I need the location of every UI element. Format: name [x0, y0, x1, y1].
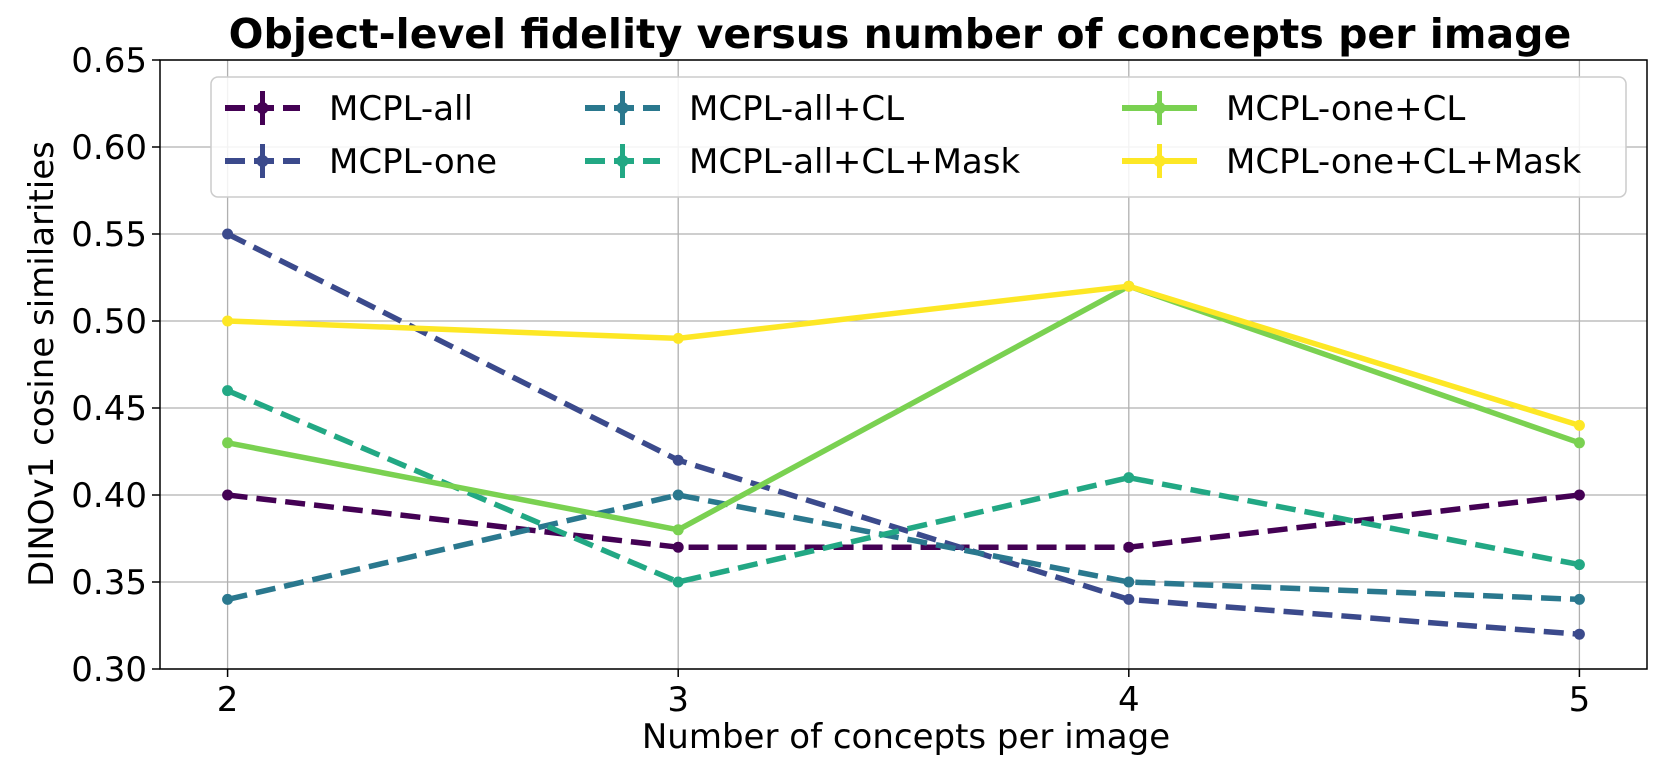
data-point-mcpl-all-cl — [222, 593, 234, 605]
axis-ticks: 0.30 0.35 0.40 0.45 0.50 0.55 0.60 0.65 2 3 4 5 — [71, 41, 1590, 720]
data-point-mcpl-one-cl-mask — [1123, 280, 1135, 292]
legend-item-mcpl-all-cl-mask: MCPL-all+CL+Mask — [585, 142, 1020, 182]
series-mcpl-all — [222, 489, 1585, 553]
legend-label-mcpl-one-cl: MCPL-one+CL — [1226, 89, 1465, 129]
legend-marker-mcpl-one-cl-mask — [1153, 155, 1166, 167]
data-point-mcpl-one — [1123, 593, 1135, 605]
legend-item-mcpl-one: MCPL-one — [225, 142, 497, 182]
x-tick-label: 5 — [1569, 680, 1591, 720]
data-point-mcpl-all-cl-mask — [222, 385, 234, 397]
series-line-mcpl-one-cl — [227, 283, 1581, 533]
data-point-mcpl-one-cl — [222, 437, 234, 449]
chart-title: Object-level fidelity versus number of c… — [229, 10, 1572, 58]
series-line-mcpl-all — [227, 492, 1580, 550]
series-mcpl-all-cl — [222, 489, 1585, 605]
series-mcpl-one-cl-mask — [222, 280, 1585, 431]
legend-box — [210, 76, 1627, 198]
data-point-mcpl-all-cl — [672, 489, 684, 501]
data-point-mcpl-one — [222, 228, 234, 240]
x-tick-label: 2 — [217, 680, 239, 720]
y-tick-label: 0.60 — [71, 128, 147, 168]
data-point-mcpl-all-cl-mask — [1123, 472, 1135, 484]
legend-marker-mcpl-all-cl-mask — [616, 155, 629, 167]
y-tick-label: 0.30 — [71, 650, 147, 690]
y-tick-label: 0.40 — [71, 476, 147, 516]
series-line-mcpl-one-cl-mask — [227, 283, 1581, 429]
x-tick-label: 4 — [1118, 680, 1140, 720]
data-point-mcpl-one-cl-mask — [1573, 419, 1585, 431]
x-axis-label: Number of concepts per image — [642, 717, 1170, 757]
legend-label-mcpl-all-cl-mask: MCPL-all+CL+Mask — [689, 142, 1020, 182]
data-point-mcpl-all-cl — [1573, 593, 1585, 605]
data-point-mcpl-one-cl — [1573, 437, 1585, 449]
data-point-mcpl-one — [672, 454, 684, 466]
legend-label-mcpl-all: MCPL-all — [329, 89, 473, 129]
series-mcpl-one — [222, 228, 1585, 640]
data-point-mcpl-all — [1123, 541, 1135, 553]
y-axis-label: DINOv1 cosine similarities — [22, 141, 62, 587]
series-mcpl-all-cl-mask — [222, 385, 1585, 588]
legend-marker-mcpl-one — [256, 155, 269, 167]
legend-item-mcpl-one-cl: MCPL-one+CL — [1122, 89, 1465, 129]
legend-label-mcpl-one: MCPL-one — [329, 142, 497, 182]
data-point-mcpl-one-cl — [672, 524, 684, 536]
data-point-mcpl-all-cl-mask — [672, 576, 684, 588]
legend-marker-mcpl-one-cl — [1153, 102, 1166, 114]
series-line-mcpl-one — [226, 231, 1580, 637]
y-tick-label: 0.55 — [71, 215, 147, 255]
data-point-mcpl-all — [222, 489, 234, 501]
y-tick-label: 0.50 — [71, 302, 147, 342]
data-point-mcpl-all-cl-mask — [1573, 559, 1585, 571]
data-point-mcpl-all — [672, 541, 684, 553]
data-point-mcpl-one — [1573, 628, 1585, 640]
x-tick-label: 3 — [667, 680, 689, 720]
y-tick-label: 0.35 — [71, 563, 147, 603]
legend-marker-mcpl-all — [256, 102, 269, 114]
data-point-mcpl-all — [1573, 489, 1585, 501]
series-lines — [222, 228, 1585, 640]
legend: MCPL-all MCPL-one MCPL-all+CL MCPL-all+CL+M… — [210, 76, 1627, 198]
legend-item-mcpl-all: MCPL-all — [225, 89, 473, 129]
legend-label-mcpl-one-cl-mask: MCPL-one+CL+Mask — [1226, 142, 1582, 182]
legend-marker-mcpl-all-cl — [616, 102, 629, 114]
data-point-mcpl-all-cl — [1123, 576, 1135, 588]
legend-item-mcpl-all-cl: MCPL-all+CL — [585, 89, 904, 129]
y-tick-label: 0.45 — [71, 389, 147, 429]
y-tick-label: 0.65 — [71, 41, 147, 81]
data-point-mcpl-one-cl-mask — [672, 332, 684, 344]
legend-item-mcpl-one-cl-mask: MCPL-one+CL+Mask — [1122, 142, 1582, 182]
series-line-mcpl-all-cl — [226, 492, 1580, 603]
data-point-mcpl-one-cl-mask — [222, 315, 234, 327]
plot-frame — [159, 59, 1648, 670]
legend-label-mcpl-all-cl: MCPL-all+CL — [689, 89, 904, 129]
